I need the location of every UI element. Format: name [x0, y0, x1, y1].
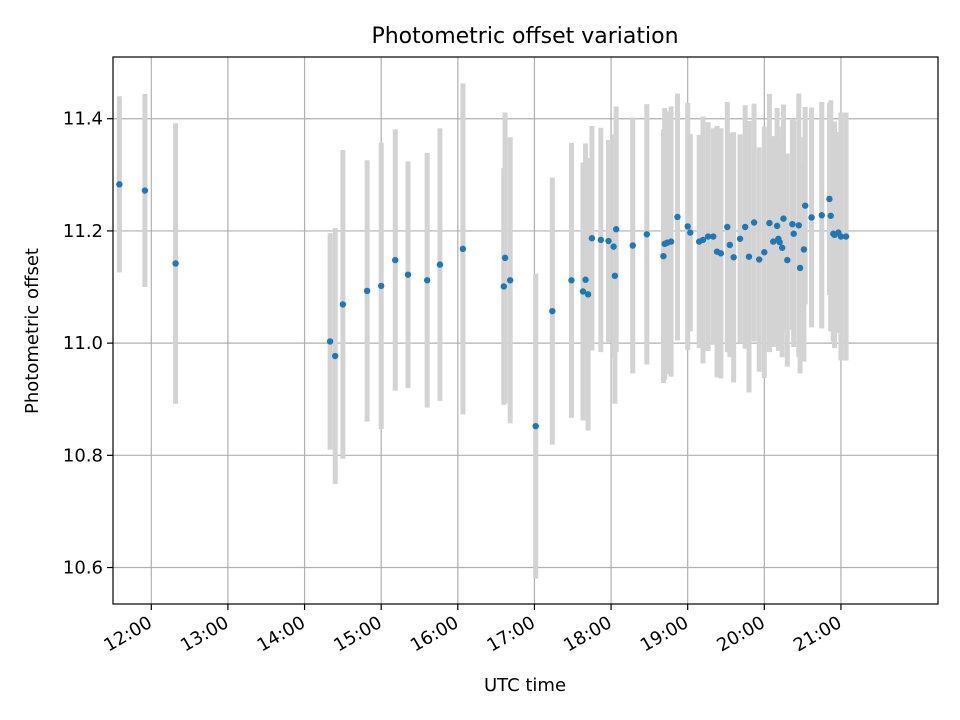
- x-tick-label: 13:00: [177, 612, 232, 656]
- data-point: [568, 277, 575, 284]
- data-point: [549, 307, 556, 315]
- data-point: [500, 283, 507, 290]
- data-point: [141, 187, 149, 194]
- data-point: [459, 245, 467, 253]
- data-point: [172, 260, 179, 267]
- data-point: [506, 277, 514, 284]
- data-point: [423, 277, 431, 284]
- data-point: [766, 219, 773, 227]
- data-point: [116, 181, 123, 188]
- data-point: [699, 236, 707, 244]
- data-point: [776, 238, 783, 246]
- x-tick-label: 12:00: [100, 612, 155, 656]
- data-point: [842, 233, 850, 240]
- data-point: [784, 256, 791, 264]
- x-tick-label: 17:00: [484, 612, 539, 656]
- data-point: [404, 271, 412, 278]
- data-point: [789, 220, 796, 228]
- data-point: [741, 223, 749, 231]
- data-point: [660, 252, 667, 260]
- chart-title: Photometric offset variation: [371, 24, 678, 49]
- y-tick-label: 10.8: [63, 445, 103, 466]
- data-point: [730, 254, 737, 261]
- data-point: [629, 242, 636, 249]
- data-point: [750, 219, 758, 226]
- data-point: [674, 213, 681, 221]
- data-point: [837, 233, 845, 240]
- data-point: [770, 238, 777, 245]
- data-point: [588, 235, 596, 242]
- data-point: [501, 254, 509, 262]
- data-point: [761, 249, 768, 256]
- data-point: [532, 422, 539, 430]
- data-point: [436, 261, 444, 268]
- x-tick-label: 21:00: [790, 612, 845, 656]
- data-point: [684, 223, 691, 230]
- data-point: [756, 256, 763, 263]
- x-axis-ticks: 12:00 13:00 14:00 15:00 16:00 17:00 18:00 19:00…: [100, 604, 845, 656]
- data-point: [745, 253, 753, 260]
- y-tick-label: 11.0: [63, 333, 103, 354]
- data-point: [826, 195, 833, 203]
- y-tick-label: 11.4: [63, 109, 103, 130]
- data-point: [332, 352, 339, 360]
- data-point: [780, 215, 787, 222]
- data-point: [808, 214, 815, 221]
- data-point: [790, 230, 797, 237]
- data-points: [116, 181, 850, 430]
- plot-frame: [112, 56, 939, 605]
- data-point: [363, 287, 371, 295]
- data-point: [584, 291, 592, 298]
- x-tick-label: 19:00: [637, 612, 692, 656]
- data-point: [597, 236, 605, 244]
- y-axis-label: Photometric offset: [22, 248, 43, 414]
- data-point: [800, 246, 808, 253]
- data-point: [610, 243, 617, 250]
- data-point: [339, 301, 347, 308]
- x-axis-label: UTC time: [484, 675, 566, 696]
- data-point: [827, 212, 834, 219]
- x-tick-label: 15:00: [330, 612, 385, 656]
- data-point: [605, 237, 612, 245]
- x-tick-label: 14:00: [254, 612, 309, 656]
- y-tick-label: 10.6: [63, 558, 103, 579]
- data-point: [611, 272, 619, 279]
- data-point: [377, 282, 385, 290]
- data-point: [579, 288, 587, 295]
- data-point: [612, 226, 620, 233]
- data-point: [778, 244, 786, 251]
- y-axis-ticks: 10.6 10.8 11.0 11.2 11.4: [63, 109, 113, 579]
- data-point: [801, 202, 809, 209]
- x-tick-label: 16:00: [407, 612, 462, 656]
- data-point: [717, 250, 725, 257]
- data-point: [582, 276, 589, 283]
- y-tick-label: 11.2: [63, 221, 103, 242]
- data-point: [392, 256, 399, 264]
- data-point: [326, 338, 334, 345]
- data-point: [795, 222, 802, 229]
- data-point: [710, 233, 717, 240]
- data-point: [726, 241, 734, 249]
- data-point: [736, 235, 744, 242]
- x-tick-label: 18:00: [560, 612, 615, 656]
- data-point: [643, 231, 651, 238]
- x-tick-label: 20:00: [713, 612, 768, 656]
- data-point: [724, 223, 731, 231]
- data-point: [667, 238, 675, 245]
- grid: [113, 57, 938, 604]
- data-point: [796, 264, 804, 272]
- data-point: [687, 229, 694, 236]
- data-point: [773, 222, 781, 230]
- data-point: [704, 233, 712, 240]
- data-point: [818, 212, 825, 219]
